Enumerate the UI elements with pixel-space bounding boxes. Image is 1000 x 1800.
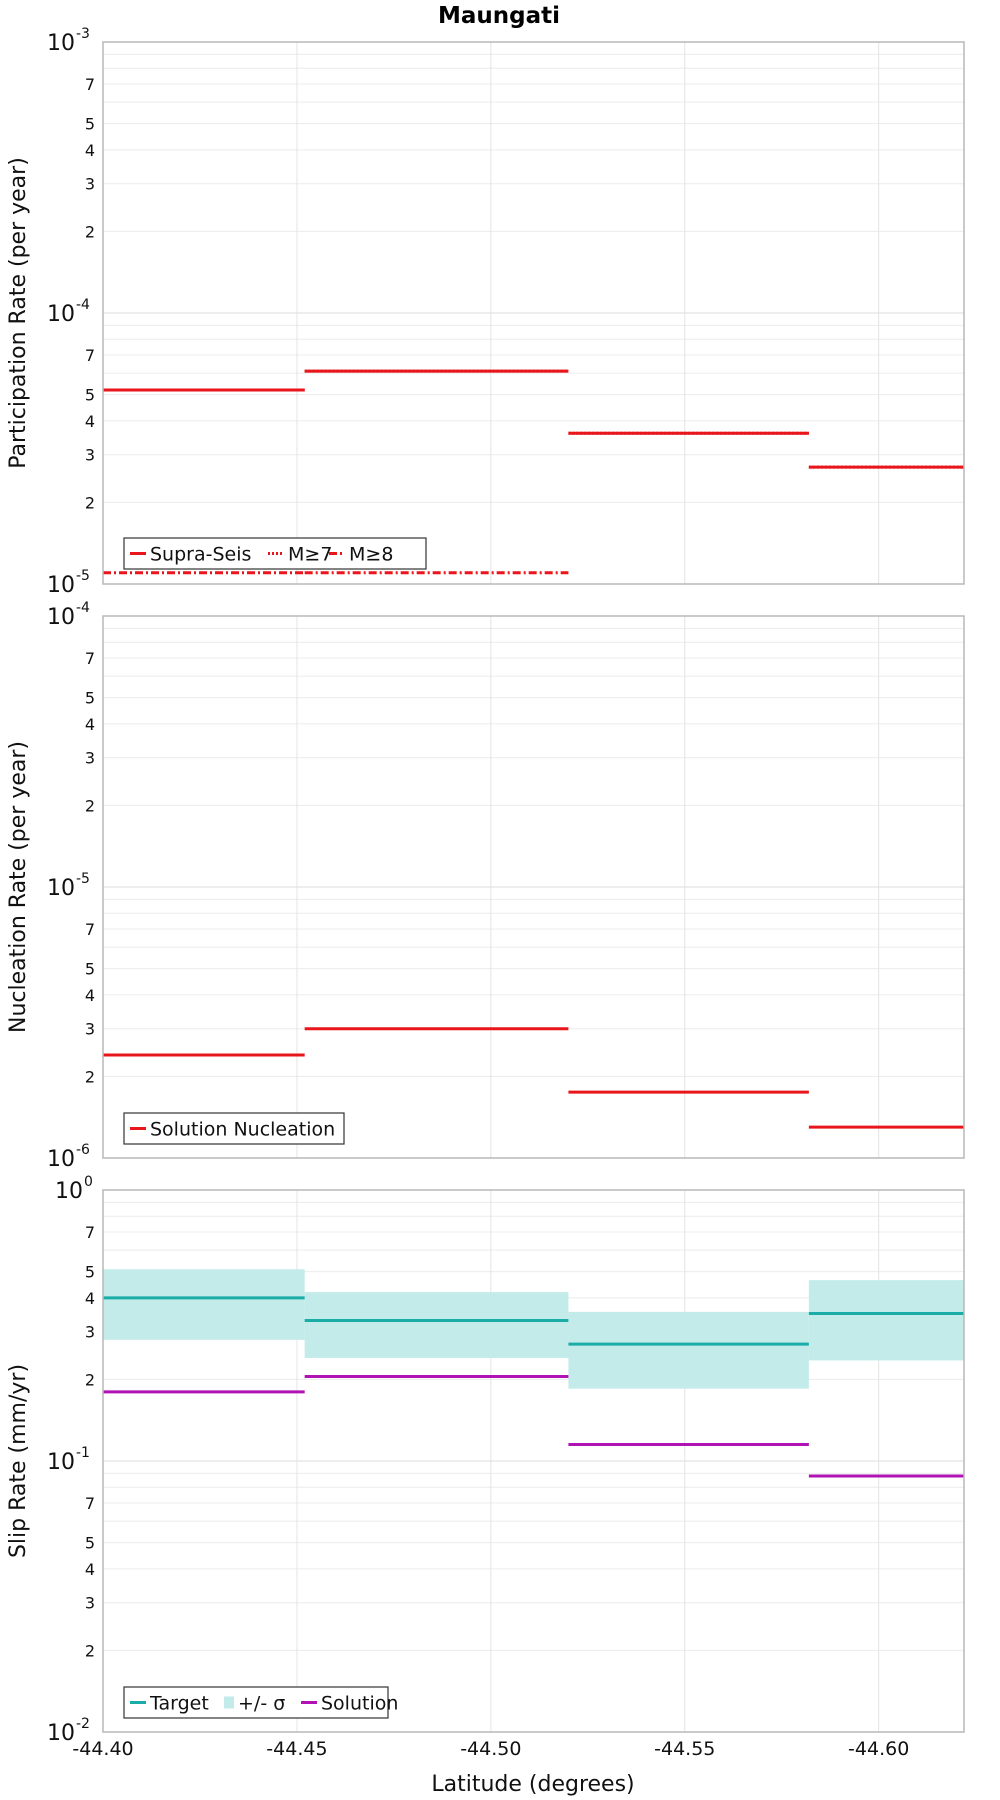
y-minor-tick-label: 2 (85, 1370, 95, 1389)
y-minor-tick-label: 2 (85, 222, 95, 241)
y-tick-label: 10 (47, 1147, 75, 1172)
y-tick-exponent: -4 (76, 297, 90, 313)
y-minor-tick-label: 2 (85, 493, 95, 512)
legend-entry: Supra-Seis (150, 544, 251, 566)
y-minor-tick-label: 5 (85, 386, 95, 405)
y-minor-tick-label: 5 (85, 689, 95, 708)
legend-entry: +/- σ (238, 1693, 285, 1715)
grid (102, 616, 964, 1159)
y-tick-exponent: -1 (76, 1445, 90, 1461)
legend-entry: Target (149, 1693, 209, 1715)
y-tick-label: 10 (47, 605, 75, 630)
y-tick-exponent: -3 (76, 26, 90, 42)
y-tick-label: 10 (47, 1450, 75, 1475)
legend-entry: M≥8 (349, 544, 393, 566)
y-minor-tick-label: 3 (85, 1594, 95, 1613)
plot-frame (102, 1189, 965, 1733)
y-minor-tick-label: 2 (85, 796, 95, 815)
y-minor-tick-label: 7 (85, 75, 95, 94)
y-tick-label: 10 (47, 31, 75, 56)
y-minor-tick-label: 2 (85, 1067, 95, 1086)
y-tick-exponent: -5 (76, 568, 90, 584)
legend-box (123, 1112, 345, 1145)
plot-frame (102, 41, 965, 585)
legend: Target +/- σ Solution (123, 1686, 398, 1719)
y-minor-tick-label: 4 (85, 1289, 95, 1308)
series-group (103, 369, 964, 575)
chart-title: Maungati (438, 3, 560, 29)
legend-entry: Solution (321, 1693, 398, 1715)
y-minor-tick-label: 4 (85, 141, 95, 160)
y-tick-exponent: -5 (76, 871, 90, 887)
x-tick-label: -44.50 (460, 1738, 521, 1760)
legend: Solution Nucleation (123, 1112, 345, 1145)
y-axis-label: Slip Rate (mm/yr) (6, 1364, 31, 1558)
sigma-band (808, 1280, 964, 1361)
sigma-band (304, 1292, 569, 1358)
series-group (103, 1269, 964, 1478)
y-minor-tick-label: 3 (85, 1020, 95, 1039)
legend-entry: M≥7 (288, 544, 332, 566)
y-axis-label: Nucleation Rate (per year) (6, 741, 31, 1033)
y-minor-tick-label: 4 (85, 715, 95, 734)
legend-box (123, 537, 427, 570)
x-tick-label: -44.45 (266, 1738, 327, 1760)
y-minor-tick-label: 5 (85, 960, 95, 979)
y-tick-label: 10 (47, 1721, 75, 1746)
y-tick-exponent: -6 (76, 1142, 90, 1158)
y-minor-tick-label: 7 (85, 1223, 95, 1242)
y-minor-tick-label: 3 (85, 446, 95, 465)
sigma-band (568, 1311, 809, 1389)
y-tick-label: 10 (47, 302, 75, 327)
y-minor-tick-label: 3 (85, 175, 95, 194)
y-tick-label: 10 (47, 573, 75, 598)
grid (102, 42, 964, 585)
y-tick-exponent: 0 (84, 1174, 93, 1190)
y-axis-label: Participation Rate (per year) (6, 157, 31, 469)
legend-box (123, 1686, 389, 1719)
y-minor-tick-label: 5 (85, 1534, 95, 1553)
y-minor-tick-label: 3 (85, 749, 95, 768)
y-minor-tick-label: 5 (85, 1263, 95, 1282)
y-tick-label: 10 (55, 1179, 83, 1204)
y-tick-label: 10 (47, 876, 75, 901)
legend-swatch (224, 1696, 234, 1709)
sigma-band (103, 1269, 305, 1340)
y-tick-exponent: -4 (76, 600, 90, 616)
plot-frame (102, 615, 965, 1159)
y-minor-tick-label: 4 (85, 986, 95, 1005)
legend-entry: Solution Nucleation (150, 1119, 335, 1141)
series-group (103, 1027, 964, 1129)
y-minor-tick-label: 4 (85, 412, 95, 431)
y-minor-tick-label: 7 (85, 649, 95, 668)
x-tick-label: -44.60 (848, 1738, 909, 1760)
y-minor-tick-label: 2 (85, 1641, 95, 1660)
y-tick-exponent: -2 (76, 1716, 90, 1732)
x-axis-label: Latitude (degrees) (431, 1772, 634, 1797)
legend: Supra-Seis M≥7 M≥8 (123, 537, 427, 570)
y-minor-tick-label: 4 (85, 1560, 95, 1579)
y-minor-tick-label: 5 (85, 115, 95, 134)
y-minor-tick-label: 7 (85, 346, 95, 365)
x-tick-label: -44.55 (654, 1738, 715, 1760)
x-tick-label: -44.40 (72, 1738, 133, 1760)
y-minor-tick-label: 3 (85, 1323, 95, 1342)
y-minor-tick-label: 7 (85, 920, 95, 939)
y-minor-tick-label: 7 (85, 1494, 95, 1513)
